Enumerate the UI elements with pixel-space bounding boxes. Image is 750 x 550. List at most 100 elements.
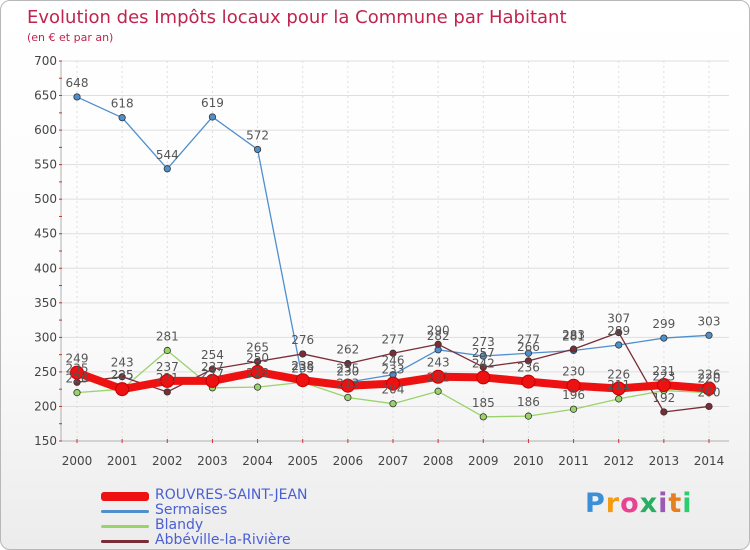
data-point-abbeville-la-riviere: [118, 373, 126, 381]
data-label-sermaises: 246: [382, 354, 405, 368]
y-tick-label: 350: [34, 296, 57, 310]
data-point-rouvres-saint-jean: [521, 374, 536, 389]
data-point-rouvres-saint-jean: [431, 369, 446, 384]
data-label-blandy: 220: [66, 372, 89, 386]
data-point-abbeville-la-riviere: [434, 340, 442, 348]
data-label-abbeville-la-riviere: 266: [517, 340, 540, 354]
data-point-blandy: [389, 400, 397, 408]
legend-label: ROUVRES-SAINT-JEAN: [155, 487, 308, 503]
data-point-rouvres-saint-jean: [295, 373, 310, 388]
data-label-abbeville-la-riviere: 200: [698, 385, 721, 399]
data-label-sermaises: 238: [291, 359, 314, 373]
data-label-sermaises: 299: [652, 317, 675, 331]
data-label-rouvres-saint-jean: 250: [246, 351, 269, 365]
data-point-sermaises: [524, 349, 533, 357]
data-point-abbeville-la-riviere: [389, 349, 397, 357]
data-label-rouvres-saint-jean: 226: [607, 367, 630, 381]
data-label-sermaises: 273: [472, 335, 495, 349]
data-label-abbeville-la-riviere: 277: [382, 332, 405, 346]
data-label-sermaises: 277: [517, 332, 540, 346]
data-point-sermaises: [660, 334, 668, 342]
legend-swatch: [101, 510, 149, 513]
x-tick-label: 2003: [197, 454, 228, 468]
data-label-abbeville-la-riviere: 221: [156, 371, 179, 385]
data-point-sermaises: [479, 352, 487, 360]
data-point-rouvres-saint-jean: [205, 373, 220, 388]
chart-subtitle: (en € et par an): [27, 31, 114, 44]
data-point-sermaises: [615, 341, 623, 349]
data-label-rouvres-saint-jean: 236: [517, 361, 540, 375]
x-tick-label: 2006: [333, 454, 364, 468]
data-label-sermaises: 235: [336, 361, 359, 375]
data-label-rouvres-saint-jean: 226: [698, 367, 721, 381]
x-tick-label: 2005: [287, 454, 318, 468]
data-label-blandy: 211: [607, 378, 630, 392]
legend: ROUVRES-SAINT-JEAN Sermaises Blandy Abbévil…: [101, 487, 421, 548]
data-label-blandy: 186: [517, 395, 540, 409]
x-tick-label: 2011: [558, 454, 589, 468]
x-tick-label: 2001: [107, 454, 138, 468]
data-point-rouvres-saint-jean: [656, 378, 671, 393]
proxiti-logo: Proxiti: [585, 488, 693, 519]
x-tick-label: 2010: [513, 454, 544, 468]
data-label-abbeville-la-riviere: 254: [201, 348, 224, 362]
data-label-rouvres-saint-jean: 238: [291, 359, 314, 373]
data-label-abbeville-la-riviere: 257: [472, 346, 495, 360]
data-point-abbeville-la-riviere: [479, 363, 487, 371]
data-point-rouvres-saint-jean: [340, 378, 355, 393]
data-label-sermaises: 618: [111, 97, 134, 111]
data-point-sermaises: [118, 114, 126, 122]
legend-item: Abbéville-la-Rivière: [101, 532, 421, 548]
data-point-abbeville-la-riviere: [344, 360, 352, 368]
data-label-sermaises: 289: [607, 324, 630, 338]
x-tick-label: 2013: [649, 454, 680, 468]
y-tick-label: 250: [34, 365, 57, 379]
data-label-abbeville-la-riviere: 290: [427, 323, 450, 337]
data-point-blandy: [253, 383, 262, 391]
data-label-sermaises: 281: [562, 329, 585, 343]
data-label-blandy: 223: [652, 370, 675, 384]
data-point-sermaises: [208, 113, 217, 121]
data-label-sermaises: 572: [246, 128, 269, 142]
y-tick-label: 300: [34, 330, 57, 344]
y-tick-label: 700: [34, 54, 57, 68]
data-label-blandy: 235: [291, 361, 314, 375]
data-point-rouvres-saint-jean: [115, 382, 130, 397]
logo-letter: i: [682, 488, 693, 519]
data-point-abbeville-la-riviere: [163, 388, 171, 396]
x-tick-label: 2014: [694, 454, 725, 468]
legend-swatch: [101, 525, 149, 528]
data-point-blandy: [344, 393, 352, 402]
data-point-rouvres-saint-jean: [386, 376, 400, 391]
data-label-blandy: 222: [427, 370, 450, 384]
y-tick-label: 650: [34, 89, 57, 103]
legend-swatch: [101, 492, 149, 501]
data-label-blandy: 220: [698, 372, 721, 386]
y-tick-label: 400: [34, 261, 57, 275]
data-label-blandy: 225: [111, 368, 134, 382]
data-label-abbeville-la-riviere: 283: [562, 328, 585, 342]
data-label-rouvres-saint-jean: 225: [111, 368, 134, 382]
data-label-blandy: 227: [201, 367, 224, 381]
data-point-sermaises: [705, 331, 713, 339]
data-label-sermaises: 282: [427, 329, 450, 343]
data-label-rouvres-saint-jean: 237: [201, 360, 224, 374]
legend-label: Sermaises: [155, 502, 228, 518]
data-label-abbeville-la-riviere: 235: [66, 361, 89, 375]
data-label-rouvres-saint-jean: 249: [66, 352, 89, 366]
x-tick-label: 2008: [423, 454, 454, 468]
data-point-rouvres-saint-jean: [250, 364, 265, 379]
x-tick-label: 2004: [242, 454, 273, 468]
x-tick-label: 2002: [152, 454, 183, 468]
data-point-abbeville-la-riviere: [299, 350, 307, 358]
data-label-sermaises: 544: [156, 148, 179, 162]
data-label-abbeville-la-riviere: 276: [291, 333, 314, 347]
data-label-abbeville-la-riviere: 265: [246, 341, 269, 355]
data-point-sermaises: [253, 145, 262, 154]
data-point-rouvres-saint-jean: [160, 373, 175, 388]
data-point-abbeville-la-riviere: [705, 402, 713, 411]
data-point-blandy: [524, 412, 533, 420]
data-point-abbeville-la-riviere: [569, 345, 578, 353]
data-label-rouvres-saint-jean: 233: [382, 363, 405, 377]
